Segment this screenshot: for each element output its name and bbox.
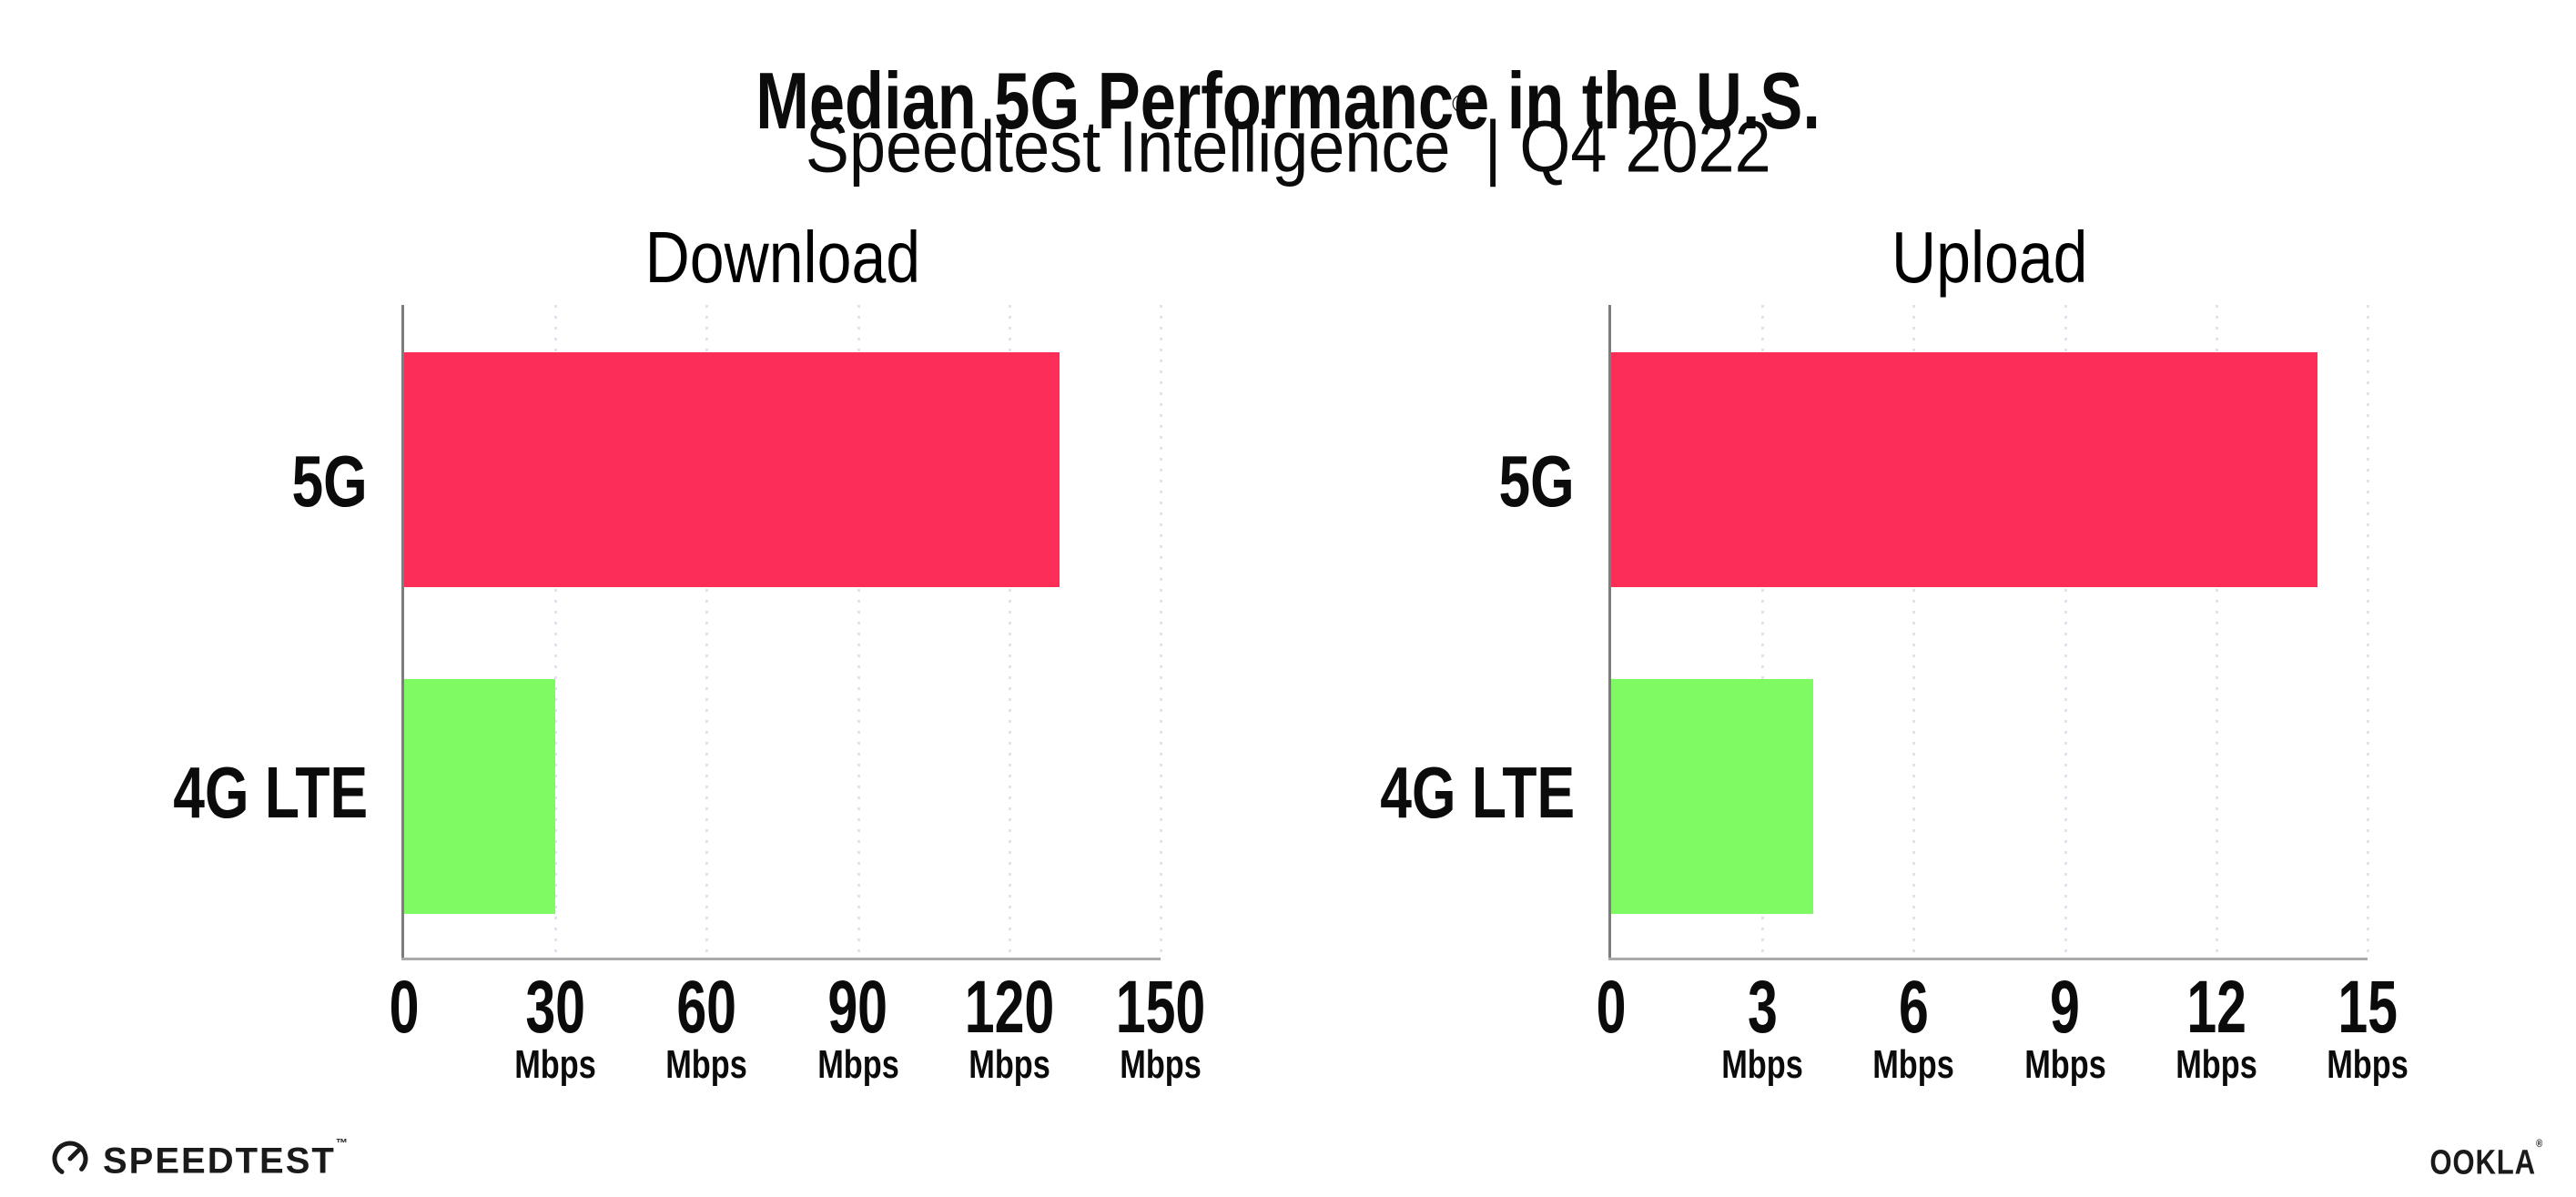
x-tick-label: 3 Mbps — [1710, 966, 1815, 1087]
bar-4g-lte-download — [404, 679, 556, 914]
x-tick-value: 150 — [1115, 966, 1206, 1049]
gridline — [1761, 305, 1765, 959]
x-tick-unit: Mbps — [514, 1042, 596, 1087]
x-tick-unit: Mbps — [2175, 1042, 2257, 1087]
x-tick-label: 90 Mbps — [806, 966, 910, 1087]
x-tick-label: 120 Mbps — [947, 966, 1071, 1087]
x-tick-label: 15 Mbps — [2316, 966, 2420, 1087]
plot-area-upload: 0 3 Mbps 6 Mbps 9 Mbps 12 Mbps 15 Mbps — [1597, 305, 2409, 1087]
x-tick-unit: Mbps — [2327, 1042, 2409, 1087]
page-title-text: Median 5G Performance in the U.S. — [756, 55, 1820, 146]
chart-title-download: Download — [644, 217, 920, 298]
speedtest-wordmark: SPEEDTEST™ — [103, 1136, 350, 1182]
speedtest-logo: SPEEDTEST™ — [49, 1136, 350, 1181]
chart-title-upload: Upload — [1891, 217, 2088, 298]
x-tick-value: 120 — [964, 966, 1055, 1049]
x-tick-value: 12 — [2186, 966, 2246, 1049]
x-tick-unit: Mbps — [816, 1042, 899, 1087]
ookla-wordmark: OOKLA — [2429, 1143, 2536, 1182]
registered-mark: ® — [1451, 90, 1468, 117]
x-tick-unit: Mbps — [1120, 1042, 1202, 1087]
gridline — [2367, 305, 2369, 959]
y-axis-label-4g-lte: 4G LTE — [173, 752, 368, 833]
gridline — [2215, 305, 2218, 959]
x-tick-label: 12 Mbps — [2164, 966, 2268, 1087]
page-title: Median 5G Performance in the U.S. — [0, 55, 2576, 146]
x-tick-value: 90 — [827, 966, 888, 1049]
bar-4g-lte-upload — [1611, 679, 1813, 914]
y-axis-label-5g: 5G — [1498, 441, 1575, 522]
x-tick-value: 0 — [1596, 966, 1627, 1049]
y-axis-label-5g: 5G — [291, 441, 368, 522]
gridline — [857, 305, 860, 959]
speedtest-gauge-icon — [52, 1141, 88, 1177]
bar-5g-upload — [1611, 352, 2317, 587]
x-tick-label: 9 Mbps — [2013, 966, 2117, 1087]
x-tick-value: 0 — [389, 966, 420, 1049]
x-tick-unit: Mbps — [1721, 1042, 1803, 1087]
x-tick-value: 9 — [2050, 966, 2081, 1049]
x-tick-label: 0 — [1590, 966, 1632, 1049]
x-tick-label: 60 Mbps — [654, 966, 759, 1087]
x-tick-label: 30 Mbps — [503, 966, 608, 1087]
gridline — [705, 305, 709, 959]
x-tick-unit: Mbps — [968, 1042, 1050, 1087]
gridline — [1008, 305, 1011, 959]
gridline — [1160, 305, 1162, 959]
x-tick-label: 6 Mbps — [1861, 966, 1966, 1087]
x-tick-value: 15 — [2338, 966, 2398, 1049]
gridline — [554, 305, 558, 959]
x-tick-value: 6 — [1898, 966, 1929, 1049]
x-tick-value: 60 — [676, 966, 737, 1049]
y-axis-label-4g-lte: 4G LTE — [1380, 752, 1575, 833]
x-tick-label: 0 — [383, 966, 425, 1049]
page-subtitle: Speedtest Intelligence® | Q4 2022 — [0, 90, 2576, 184]
x-tick-value: 3 — [1747, 966, 1778, 1049]
registered-mark: ® — [2535, 1137, 2543, 1150]
subtitle-brand: Speedtest Intelligence — [805, 106, 1451, 188]
gridline — [2064, 305, 2067, 959]
plot-area-download: 0 30 Mbps 60 Mbps 90 Mbps 120 Mbps 150 Mbps — [390, 305, 1205, 1087]
x-tick-unit: Mbps — [2023, 1042, 2106, 1087]
trademark-mark: ™ — [335, 1136, 350, 1150]
x-tick-label: 150 Mbps — [1099, 966, 1223, 1087]
bar-5g-download — [404, 352, 1060, 587]
ookla-logo: OOKLA® — [2405, 1137, 2543, 1182]
gridline — [1912, 305, 1916, 959]
x-tick-unit: Mbps — [665, 1042, 748, 1087]
x-tick-value: 30 — [525, 966, 586, 1049]
subtitle-period: | Q4 2022 — [1465, 106, 1771, 188]
x-tick-unit: Mbps — [1872, 1042, 1955, 1087]
